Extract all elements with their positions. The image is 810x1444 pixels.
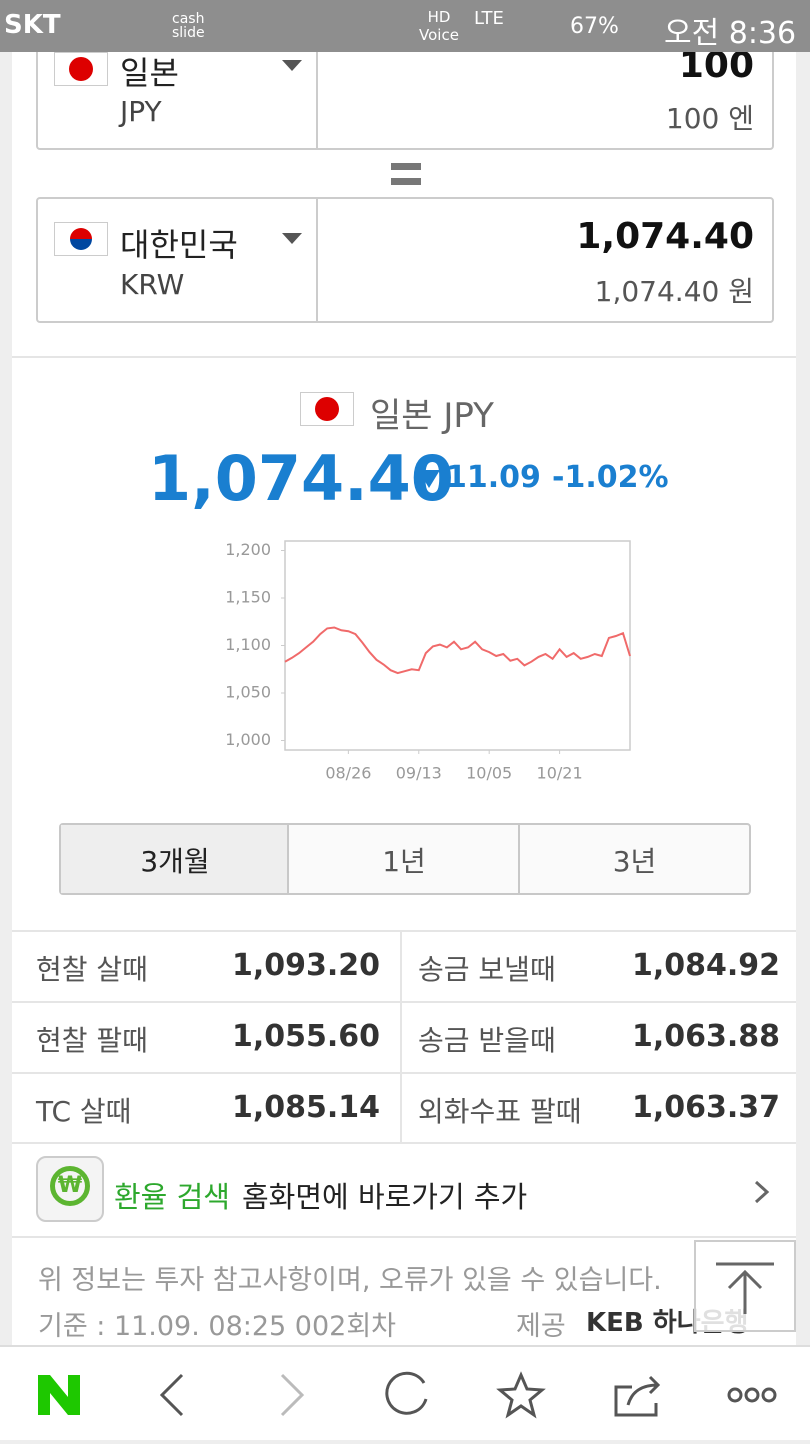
scroll-top-button[interactable]	[694, 1240, 796, 1332]
bookmark-button[interactable]	[496, 1371, 546, 1419]
flag-dot	[70, 228, 92, 250]
chart: 1,000 1,050 1,100 1,150 1,200 08/26 09/13 10/05…	[225, 540, 631, 783]
rate-label: TC 살때	[36, 1095, 132, 1128]
divider	[316, 20, 318, 150]
rate-label: 현찰 팔때	[36, 1024, 148, 1057]
to-box[interactable]	[36, 197, 774, 323]
flag-jp	[54, 52, 108, 86]
x-tick-label: 10/21	[537, 764, 583, 783]
rate-value: 1,063.88	[631, 1019, 780, 1054]
rate-change-pct: -1.02%	[552, 460, 669, 495]
y-tick-label: 1,000	[225, 730, 271, 749]
tab-selected-bg	[61, 825, 289, 893]
reload-button[interactable]	[385, 1371, 428, 1415]
equals-bottom	[391, 178, 421, 185]
rate-row	[12, 930, 796, 1001]
rate-value: 1,074.40	[148, 442, 454, 515]
from-amount-text: 100 엔	[665, 102, 754, 135]
hd-voice: HD Voice	[419, 8, 459, 44]
basis: 기준 : 11.09. 08:25 002회차	[38, 1311, 397, 1342]
x-tick-label: 10/05	[466, 764, 512, 783]
x-tick-label: 08/26	[325, 764, 371, 783]
tab-divider	[518, 825, 520, 893]
flag-jp	[300, 392, 354, 426]
to-amount[interactable]: 1,074.40	[576, 216, 754, 257]
y-tick-label: 1,100	[225, 635, 271, 654]
y-tick-label: 1,200	[225, 540, 271, 559]
naver-n[interactable]	[38, 1375, 80, 1415]
shortcut-highlight[interactable]: 환율 검색	[114, 1180, 230, 1214]
to-country: 대한민국	[120, 226, 238, 264]
rate-label: 송금 받을때	[418, 1024, 556, 1057]
dropdown-caret	[282, 233, 302, 244]
rate-label: 외화수표 팔때	[418, 1095, 582, 1128]
bottom-nav	[0, 1345, 810, 1440]
provider-label: 제공	[516, 1311, 566, 1342]
shortcut-text[interactable]: 홈화면에 바로가기 추가	[242, 1180, 528, 1214]
rate-value: 1,085.14	[231, 1090, 380, 1125]
status-bar: SKT cash slide HD Voice LTE 67% 오전 8:36	[0, 0, 810, 52]
network: LTE	[474, 8, 504, 29]
price-line	[284, 626, 631, 675]
tab[interactable]: 3년	[612, 845, 657, 878]
x-tick-label: 09/13	[396, 764, 442, 783]
notice: 위 정보는 투자 참고사항이며, 오류가 있을 수 있습니다.	[38, 1265, 662, 1296]
back-button[interactable]	[159, 1373, 184, 1417]
down-arrow	[418, 470, 440, 488]
naver-icon[interactable]: ₩	[36, 1156, 104, 1222]
table-divider	[400, 930, 402, 1142]
rate-value: 1,084.92	[631, 948, 780, 983]
equals-top	[391, 163, 421, 170]
forward-button[interactable]	[280, 1373, 305, 1417]
tab[interactable]: 3개월	[140, 845, 210, 878]
rate-value: 1,093.20	[231, 948, 380, 983]
flag-dot	[69, 57, 93, 81]
battery: 67%	[570, 14, 619, 39]
to-amount-text: 1,074.40 원	[594, 275, 754, 308]
y-tick-label: 1,150	[225, 588, 271, 607]
carrier: SKT	[4, 10, 61, 40]
separator	[12, 356, 796, 358]
rate-change: 11.09	[446, 460, 541, 495]
menu-button[interactable]	[727, 1387, 777, 1403]
rate-row	[12, 1072, 796, 1143]
flag-dot	[315, 397, 339, 421]
rate-label: 현찰 살때	[36, 953, 148, 986]
to-code: KRW	[120, 268, 185, 301]
rate-value: 1,063.37	[631, 1090, 780, 1125]
rate-row	[12, 1001, 796, 1072]
rate-title: 일본 JPY	[370, 396, 494, 436]
tab[interactable]: 1년	[382, 845, 426, 878]
rate-label: 송금 보낼때	[418, 953, 556, 986]
share-button[interactable]	[614, 1375, 661, 1417]
from-country: 일본	[120, 54, 179, 92]
rate-value: 1,055.60	[231, 1019, 380, 1054]
time: 오전 8:36	[664, 16, 797, 51]
y-tick-label: 1,050	[225, 683, 271, 702]
cash-slide: cash slide	[172, 11, 205, 41]
chevron-right[interactable]	[752, 1178, 772, 1206]
divider	[316, 197, 318, 323]
from-code: JPY	[120, 95, 162, 128]
separator	[12, 1236, 796, 1238]
separator	[12, 1142, 796, 1144]
dropdown-caret	[282, 60, 302, 71]
flag-kr	[54, 222, 108, 256]
